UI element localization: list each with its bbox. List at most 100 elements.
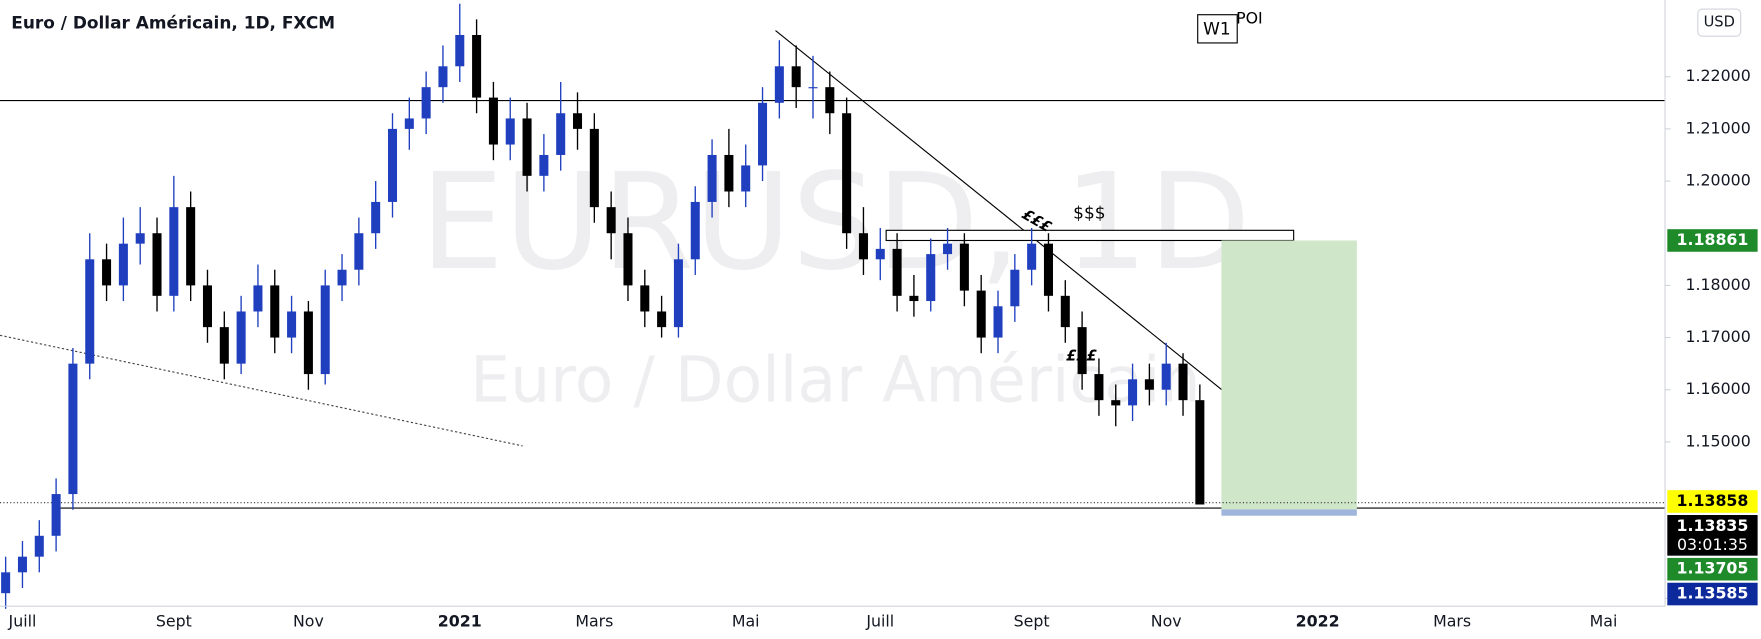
candle-body (169, 207, 179, 296)
price-badge-label: 1.13585 (1676, 584, 1748, 603)
candle-body (724, 154, 734, 192)
candle-body (219, 327, 229, 364)
stop-zone (1221, 509, 1357, 516)
candle-body (421, 87, 431, 119)
countdown: 03:01:35 (1677, 535, 1748, 554)
price-badge-label: 1.18861 (1676, 230, 1748, 249)
candle-body (791, 66, 801, 88)
target-zone (1221, 240, 1357, 510)
x-tick-label: Sept (156, 612, 192, 631)
candle-body (909, 295, 919, 302)
x-tick-label: Juill (865, 612, 894, 631)
price-badge (1667, 490, 1758, 513)
candle-body (657, 311, 667, 328)
candle-body (875, 248, 885, 260)
candle-body (1, 572, 11, 594)
x-tick-label: 2021 (438, 612, 482, 631)
candle-body (102, 259, 112, 286)
candle-body (68, 363, 78, 495)
timeframe-label: W1 (1203, 18, 1231, 38)
candle-body (808, 87, 818, 89)
candle-body (253, 285, 263, 312)
candle-body (573, 113, 583, 129)
x-tick-label: Mai (732, 612, 760, 631)
x-tick-label: Mai (1590, 612, 1618, 631)
currency-button[interactable] (1697, 8, 1742, 37)
candle-body (85, 259, 95, 364)
equal-lows-label: £££ (1066, 348, 1097, 365)
candle-body (270, 285, 280, 338)
candle-body (17, 556, 27, 573)
candle-body (842, 113, 852, 234)
candle-body (1111, 400, 1121, 406)
watermark: EURUSD, 1D Euro / Dollar Américain (420, 145, 1251, 416)
candle-body (455, 34, 465, 67)
price-badge-label: 1.13835 (1676, 516, 1748, 535)
candle-body (186, 207, 196, 286)
candle-body (1010, 269, 1020, 307)
candles (1, 3, 1205, 609)
y-tick-label: 1.21000 (1685, 118, 1750, 137)
candle-body (774, 66, 784, 103)
y-tick-label: 1.16000 (1685, 379, 1750, 398)
x-tick-label: Juill (8, 612, 37, 631)
candle-body (51, 494, 61, 536)
candle-body (640, 285, 650, 312)
candle-body (438, 66, 448, 88)
liquidity-zone (885, 229, 1295, 242)
candle-body (1060, 295, 1070, 328)
price-badge (1667, 557, 1758, 581)
candle-body (1043, 243, 1053, 296)
candle-body (472, 34, 482, 98)
candle-body (959, 243, 969, 291)
candle-body (1144, 379, 1154, 390)
price-axis: 1.120001.150001.160001.170001.180001.200… (1665, 66, 1751, 607)
candle-body (320, 285, 330, 375)
chart-title: Euro / Dollar Américain, 1D, FXCM (11, 13, 335, 33)
x-tick-label: Mars (1433, 612, 1471, 631)
candle-body (556, 113, 566, 155)
price-badge-label: 1.13705 (1676, 559, 1748, 578)
candle-body (522, 118, 532, 176)
dotted-trend-line (0, 334, 523, 447)
watermark-symbol: EURUSD, 1D (420, 145, 1251, 300)
x-tick-label: Sept (1014, 612, 1050, 631)
candle-body (118, 243, 128, 286)
candle-body (135, 233, 145, 244)
y-tick-label: 1.18000 (1685, 275, 1750, 294)
candle-body (152, 233, 162, 296)
candle-body (202, 285, 212, 328)
candle-body (1178, 363, 1188, 401)
time-axis: Juill Sept Nov 2021 Mars Mai Juill Sept Nov 2022 M… (8, 612, 1618, 631)
candle-body (993, 306, 1003, 338)
price-badge (1667, 229, 1758, 252)
price-badge (1667, 582, 1758, 606)
poi-label: POI (1236, 9, 1263, 28)
candle-body (673, 259, 683, 328)
candle-body (758, 102, 768, 166)
candle-body (1161, 363, 1171, 390)
y-tick-label: 1.20000 (1685, 171, 1750, 190)
candle-body (623, 233, 633, 286)
y-tick-label: 1.22000 (1685, 66, 1750, 85)
candle-body (926, 254, 936, 302)
currency-label[interactable]: USD (1704, 14, 1735, 31)
candle-body (741, 165, 751, 192)
candle-body (505, 118, 515, 145)
candle-body (337, 269, 347, 286)
candle-body (1195, 400, 1205, 505)
candle-body (488, 97, 498, 145)
candle-body (287, 311, 297, 338)
candle-body (1094, 374, 1104, 401)
long-position (0, 240, 1666, 516)
x-tick-label: Nov (1151, 612, 1182, 631)
candle-body (387, 128, 398, 202)
candle-body (303, 311, 313, 375)
candle-body (690, 201, 700, 260)
candle-body (34, 535, 44, 557)
candle-body (707, 154, 717, 202)
candle-body (825, 87, 835, 114)
candle-body (1128, 379, 1138, 406)
